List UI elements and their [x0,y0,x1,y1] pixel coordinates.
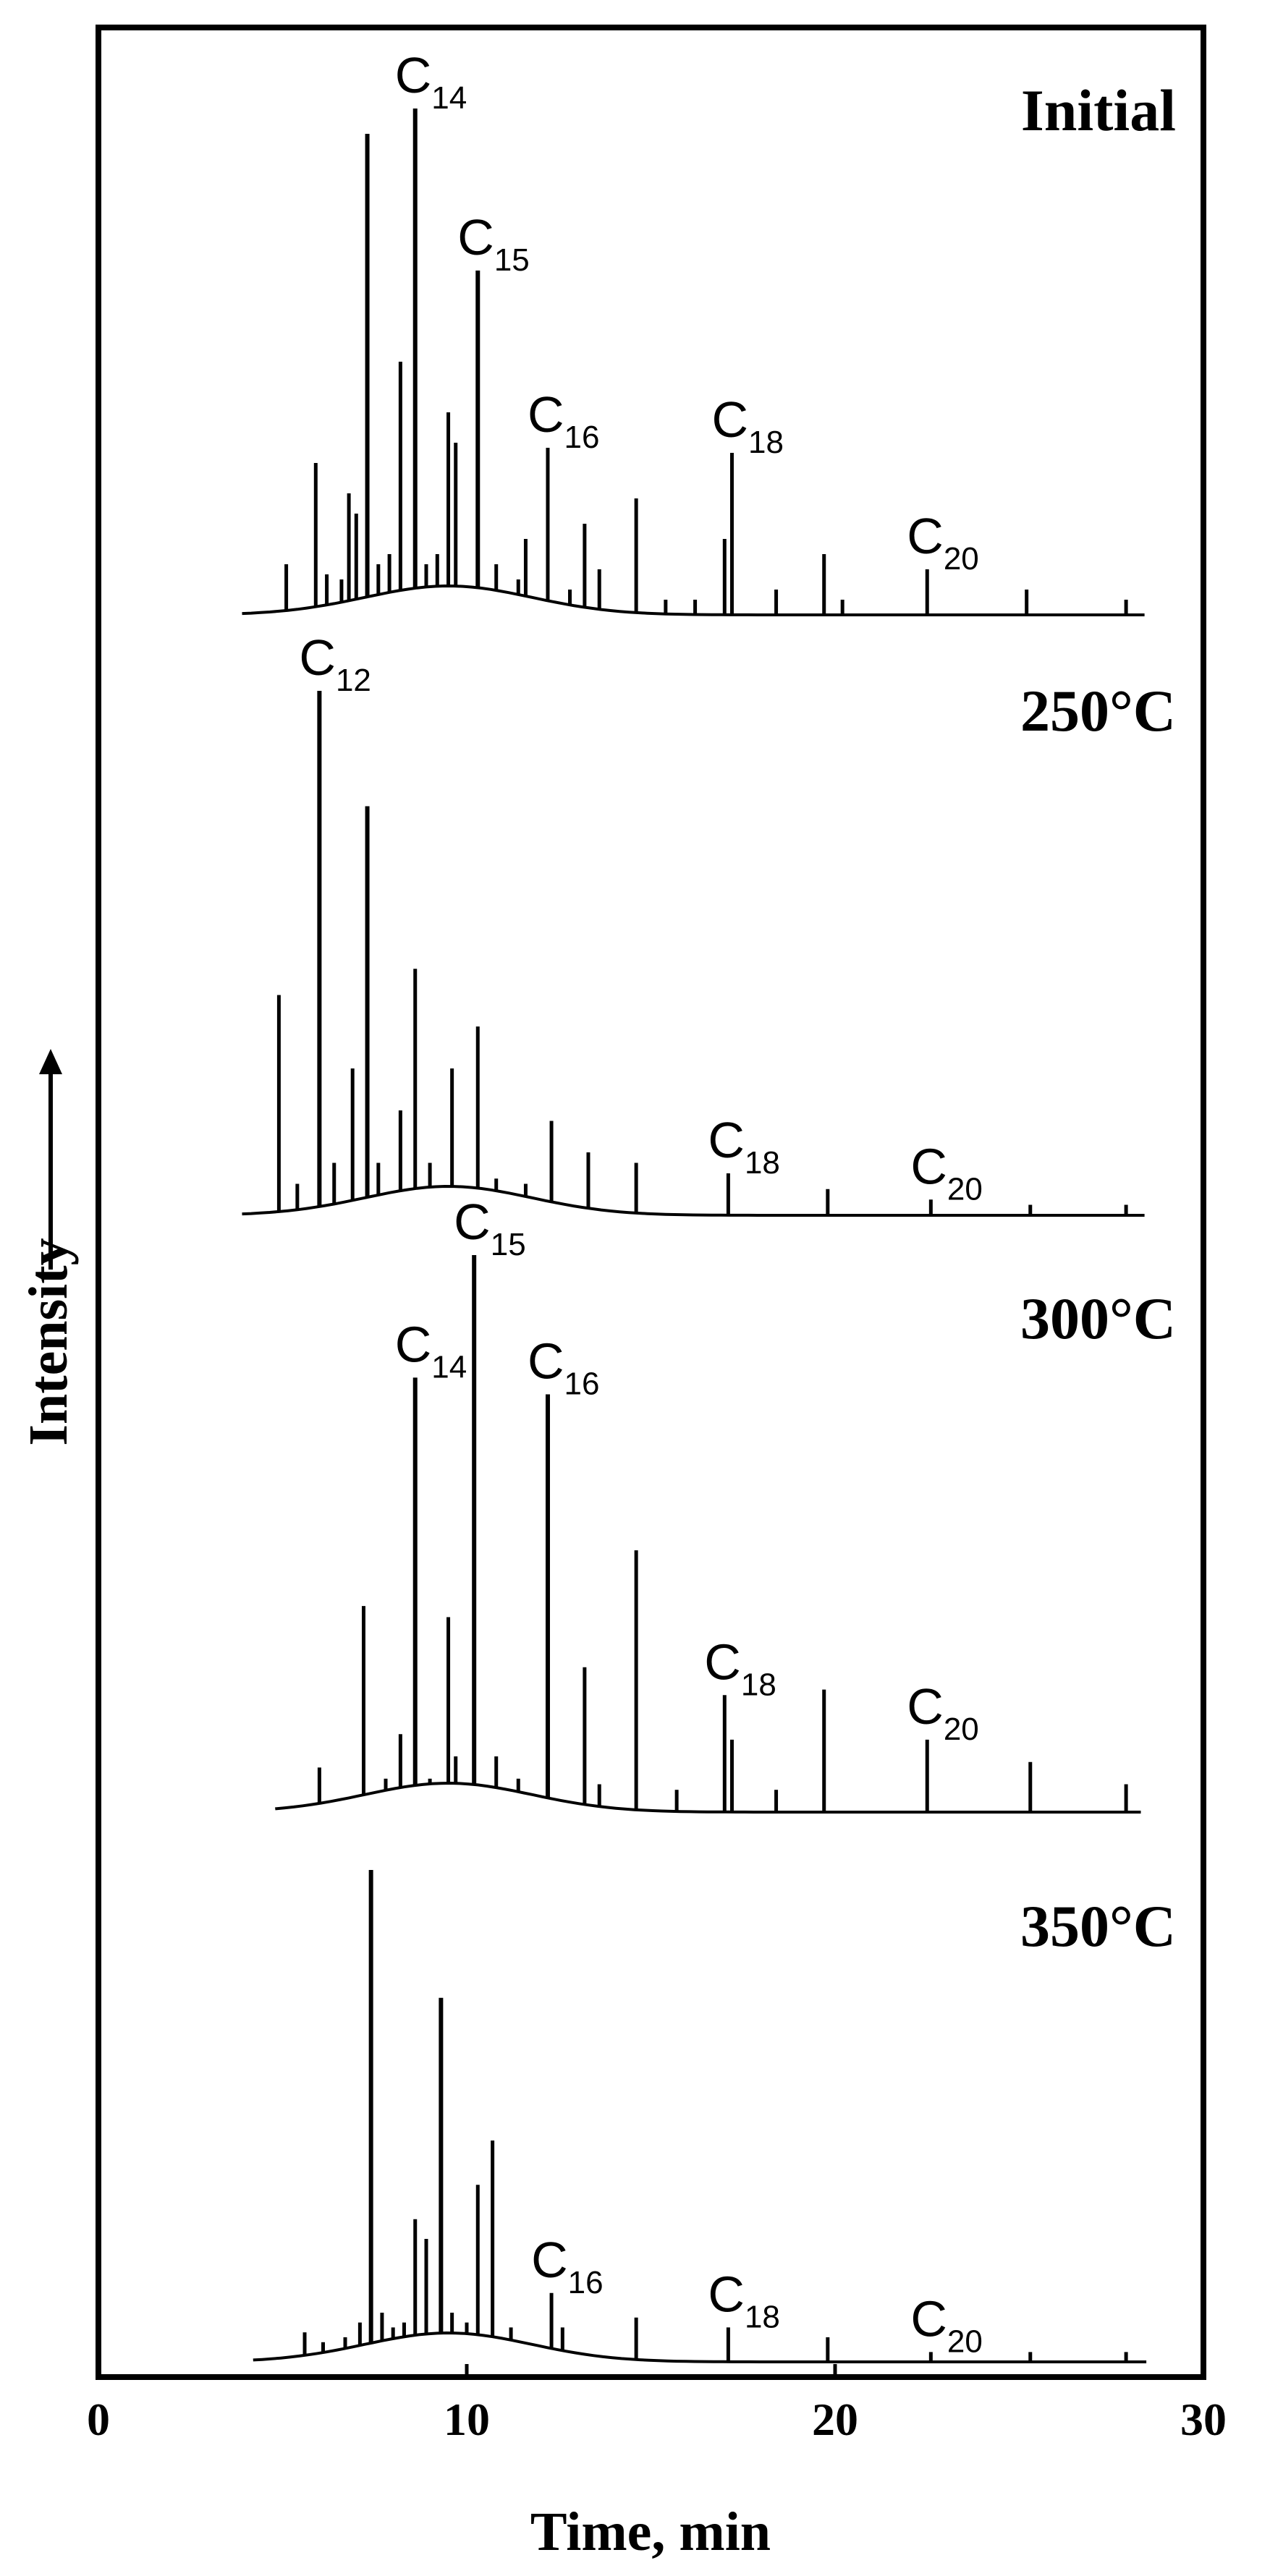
peak-annotation: C16 [528,1333,600,1402]
x-axis-ticks: 0 10 20 30 [87,2364,1227,2445]
peak-annotation: C18 [704,1633,776,1702]
peak-annotation: C20 [910,1138,983,1207]
panel-label: 350°C [1020,1893,1176,1959]
x-tick-label: 0 [87,2394,110,2445]
panel-label: 250°C [1020,678,1176,744]
trace-baseline [242,584,1145,616]
panel-label: Initial [1021,77,1176,143]
trace-baseline [275,1781,1141,1814]
peak-annotation: C15 [454,1194,526,1262]
x-tick-label: 30 [1180,2394,1227,2445]
peak-annotation: C18 [708,1112,780,1181]
peak-annotation: C20 [907,1678,979,1747]
trace-baseline [242,1184,1145,1217]
peak-annotation: C12 [299,629,371,698]
y-axis-title-group: Intensity [18,1049,79,1446]
y-axis-title: Intensity [18,1238,79,1445]
peak-annotation: C16 [531,2232,604,2300]
chromatogram-panel: Initial C14 C15 C16 C18 C20 [242,47,1176,616]
panel-label: 300°C [1020,1285,1176,1351]
peak-annotation: C20 [907,508,979,577]
peak-annotation: C16 [528,386,600,455]
peak-annotation: C18 [711,391,784,460]
peak-annotation: C18 [708,2266,780,2334]
peak-annotation: C15 [457,209,530,278]
x-tick-label: 20 [812,2394,858,2445]
plot-frame [96,25,1206,2380]
chromatogram-panel: 300°C C14 C15 C16 C18 C20 [275,1194,1176,1814]
trace-baseline [253,2331,1147,2363]
x-tick-label: 10 [444,2394,490,2445]
y-axis-arrow-head [39,1049,62,1074]
peak-annotation: C14 [395,1316,467,1385]
chromatogram-panel: 250°C C12 C18 C20 [242,629,1176,1217]
peak-annotation: C20 [910,2290,983,2359]
chromatogram-panel: 350°C C16 C18 C20 [253,1870,1176,2363]
peak-annotation: C14 [395,47,467,116]
x-axis-title: Time, min [530,2501,771,2562]
